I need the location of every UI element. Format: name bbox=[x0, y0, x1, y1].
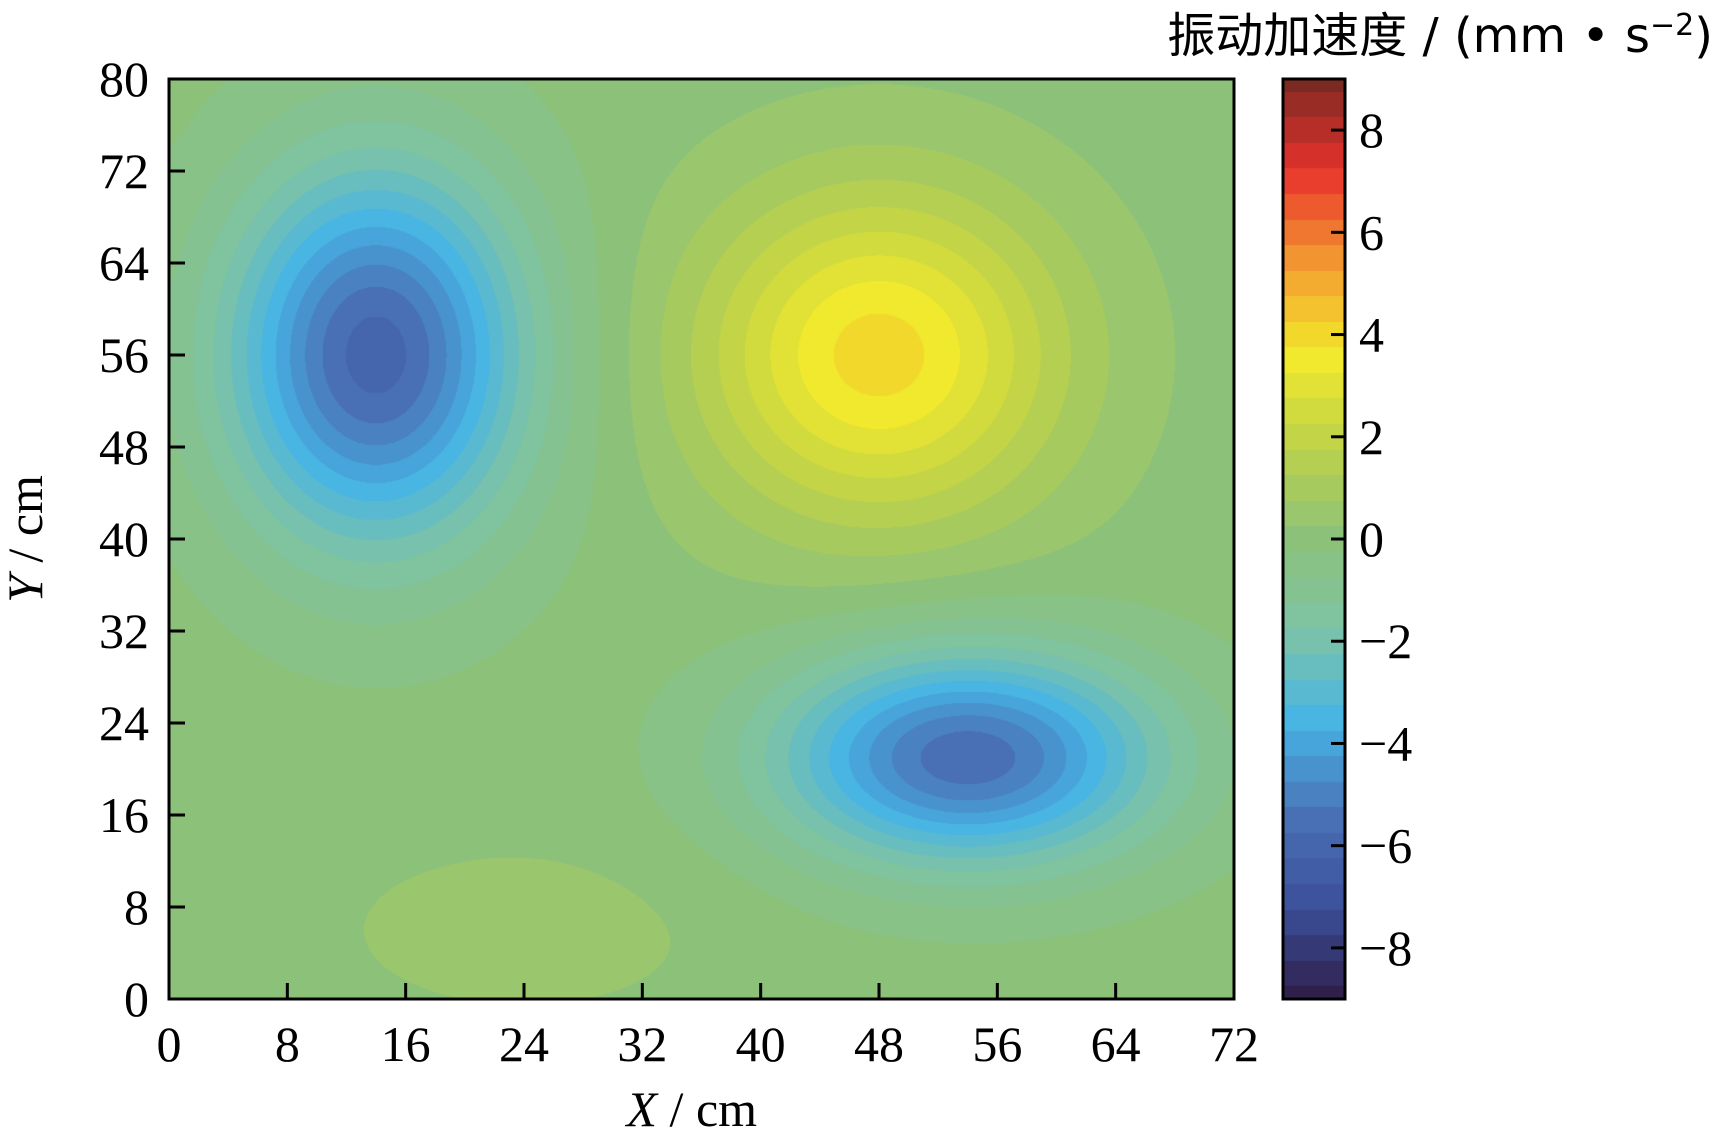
x-tick-label: 72 bbox=[1209, 1016, 1259, 1072]
y-tick-label: 0 bbox=[124, 971, 149, 1027]
colorbar-tick-label: 4 bbox=[1359, 307, 1384, 363]
y-tick-label: 8 bbox=[124, 879, 149, 935]
x-axis-variable: X bbox=[625, 1081, 660, 1131]
x-tick-label: 48 bbox=[854, 1016, 904, 1072]
x-tick-label: 0 bbox=[157, 1016, 182, 1072]
y-axis-label: Y / cm bbox=[0, 475, 53, 603]
x-tick-label: 56 bbox=[972, 1016, 1022, 1072]
y-tick-label: 24 bbox=[99, 695, 149, 751]
colorbar-tick-label: −4 bbox=[1359, 715, 1412, 771]
colorbar-tick-label: 6 bbox=[1359, 204, 1384, 260]
colorbar-tick-label: −6 bbox=[1359, 818, 1412, 874]
y-tick-label: 80 bbox=[99, 51, 149, 107]
x-axis-unit: / cm bbox=[657, 1081, 757, 1131]
x-tick-label: 24 bbox=[499, 1016, 549, 1072]
y-axis-unit: / cm bbox=[0, 475, 53, 575]
colorbar-tick-label: 0 bbox=[1359, 511, 1384, 567]
y-tick-label: 16 bbox=[99, 787, 149, 843]
y-tick-label: 48 bbox=[99, 419, 149, 475]
x-tick-label: 40 bbox=[736, 1016, 786, 1072]
colorbar-title: 振动加速度 / (mm • s−2) bbox=[1167, 8, 1713, 65]
colorbar-title-main: 振动加速度 / (mm • s bbox=[1167, 8, 1650, 64]
colorbar-tick-label: 8 bbox=[1359, 102, 1384, 158]
colorbar-title-close: ) bbox=[1694, 8, 1713, 64]
y-tick-label: 64 bbox=[99, 235, 149, 291]
colorbar-tick-label: −2 bbox=[1359, 613, 1412, 669]
plot-frame bbox=[167, 77, 1236, 1001]
x-tick-label: 64 bbox=[1091, 1016, 1141, 1072]
colorbar-tick-label: 2 bbox=[1359, 409, 1384, 465]
contour-plot-area bbox=[169, 79, 1234, 999]
x-tick-label: 8 bbox=[275, 1016, 300, 1072]
x-tick-label: 16 bbox=[381, 1016, 431, 1072]
x-axis-label: X / cm bbox=[625, 1081, 758, 1131]
colorbar-title-superscript: −2 bbox=[1650, 8, 1694, 43]
x-tick-label: 32 bbox=[617, 1016, 667, 1072]
y-tick-label: 32 bbox=[99, 603, 149, 659]
y-tick-label: 40 bbox=[99, 511, 149, 567]
colorbar-tick-label: −8 bbox=[1359, 920, 1412, 976]
y-tick-label: 56 bbox=[99, 327, 149, 383]
y-tick-label: 72 bbox=[99, 143, 149, 199]
y-axis-variable: Y bbox=[0, 570, 53, 603]
